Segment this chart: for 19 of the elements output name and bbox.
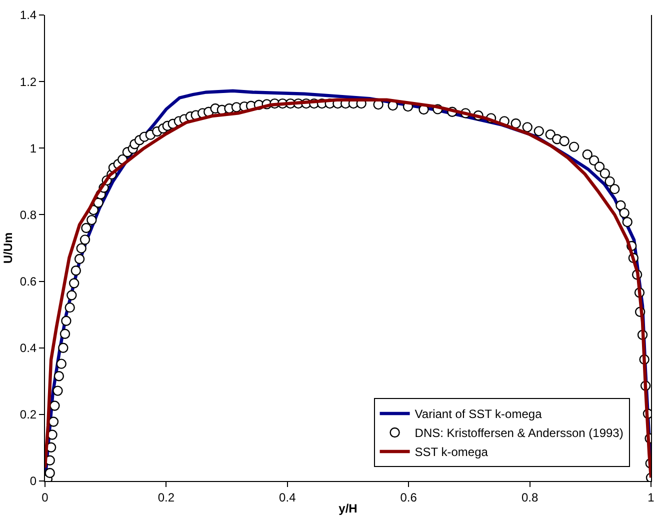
x-tick-label: 0.8: [521, 490, 538, 504]
y-axis-title: U/Um: [1, 232, 16, 264]
x-tick-label: 1: [648, 490, 655, 504]
y-tick-label: 0: [30, 474, 37, 488]
legend-label: DNS: Kristoffersen & Andersson (1993): [414, 426, 624, 440]
x-tick-label: 0.4: [279, 490, 296, 504]
y-tick-label: 0.8: [20, 208, 37, 222]
x-tick-label: 0.2: [158, 490, 175, 504]
y-tick-label: 1.4: [20, 8, 37, 22]
legend-label: Variant of SST k-omega: [414, 407, 542, 422]
y-tick-label: 1: [30, 141, 37, 156]
y-tick-label: 0.2: [20, 408, 37, 422]
x-tick-label: 0.6: [400, 490, 418, 504]
y-tick-label: 1.2: [20, 74, 37, 89]
y-tick-label: 0.6: [20, 274, 37, 288]
x-tick-label: 0: [42, 490, 49, 504]
x-axis-title: y/H: [338, 501, 358, 516]
y-tick-label: 0.4: [20, 341, 37, 356]
legend-label: SST k-omega: [414, 445, 488, 460]
